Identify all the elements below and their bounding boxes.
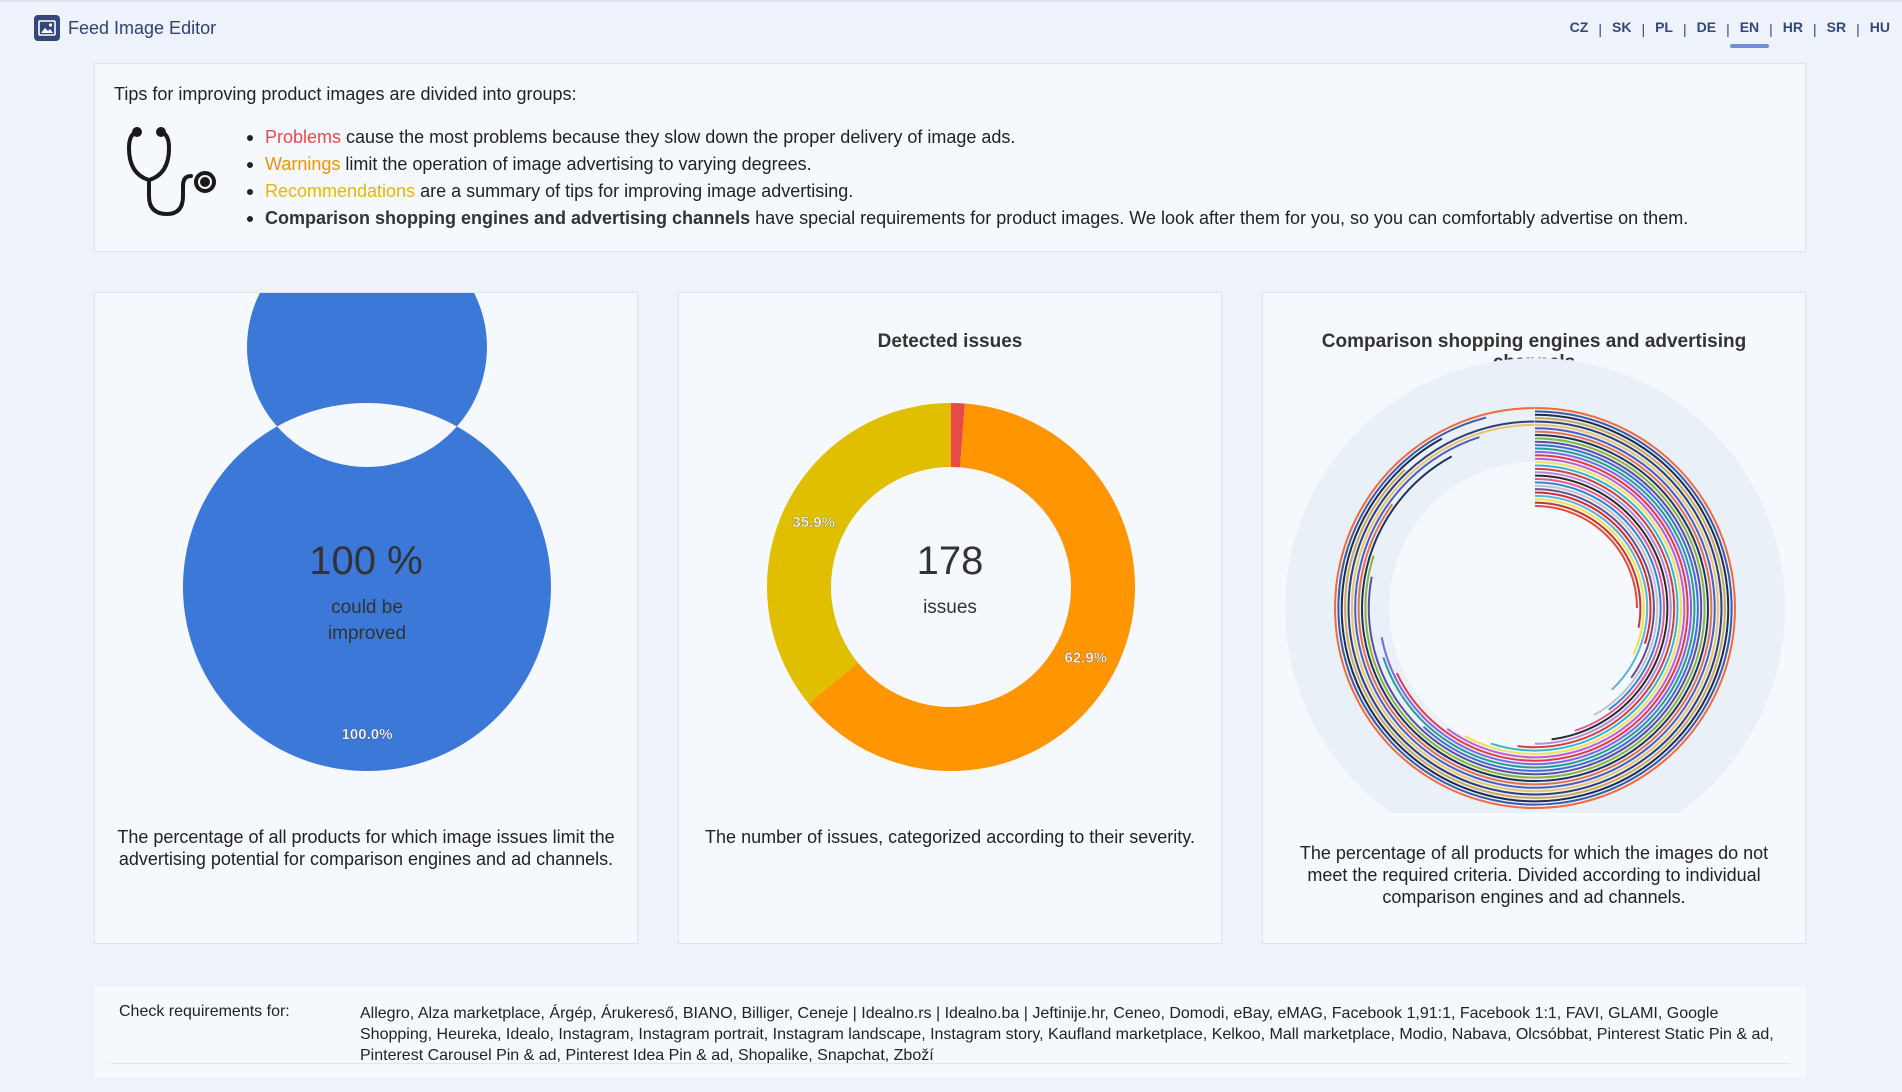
language-separator: | (1682, 21, 1687, 37)
tips-intro: Tips for improving product images are di… (114, 84, 577, 104)
channel-radial-bar[interactable] (1534, 491, 1652, 645)
donut-slice[interactable] (767, 403, 951, 704)
tip-text: limit the operation of image advertising… (340, 154, 812, 174)
overall-status-chart: 100.0% (183, 293, 551, 771)
channel-radial-bar[interactable] (1464, 461, 1682, 755)
language-sk[interactable]: SK (1611, 19, 1632, 35)
channels-description: The percentage of all products for which… (1299, 843, 1769, 907)
donut-slice[interactable] (951, 403, 965, 468)
language-separator: | (1856, 21, 1860, 37)
divider (110, 1063, 1790, 1064)
app-title: Feed Image Editor (68, 17, 217, 38)
channel-radial-bar[interactable] (1382, 447, 1696, 769)
channel-radial-bar[interactable] (1380, 450, 1693, 766)
channel-radial-bar[interactable] (1367, 440, 1703, 776)
channel-radial-bar[interactable] (1534, 477, 1665, 732)
channels-card: Comparison shopping engines and advertis… (1262, 292, 1806, 944)
channel-radial-bar[interactable] (1334, 407, 1736, 809)
issues-center-label: issues (923, 597, 977, 618)
issues-description: The number of issues, categorized accord… (705, 827, 1195, 847)
channel-radial-bar[interactable] (1354, 427, 1716, 789)
channel-radial-bar[interactable] (1347, 420, 1723, 796)
app-brand[interactable]: Feed Image Editor (34, 15, 216, 41)
channel-radial-bar[interactable] (1534, 474, 1669, 741)
tip-text: are a summary of tips for improving imag… (415, 181, 854, 201)
language-sr[interactable]: SR (1826, 19, 1847, 35)
channel-radial-bar[interactable] (1337, 410, 1733, 806)
detected-issues-title: Detected issues (877, 331, 1023, 352)
channel-radial-bar[interactable] (1357, 430, 1713, 786)
tip-item: Comparison shopping engines and advertis… (246, 205, 1689, 232)
channel-radial-bar[interactable] (1534, 471, 1672, 745)
language-cz[interactable]: CZ (1569, 19, 1589, 35)
slice-label: 100.0% (342, 726, 393, 743)
tip-text: cause the most problems because they slo… (341, 127, 1016, 147)
channel-radial-bar[interactable] (1364, 437, 1706, 779)
detected-issues-card: Detected issues 62.9% 35.9% 178 issues Th… (678, 292, 1222, 944)
language-hr[interactable]: HR (1782, 19, 1804, 35)
channel-radial-bar[interactable] (1534, 505, 1638, 609)
tips-panel: Tips for improving product images are di… (94, 63, 1806, 252)
chart-track (1285, 358, 1785, 813)
overall-status-card: Overall status 100.0% 100 % could be imp… (94, 292, 638, 944)
slice-label: 62.9% (1065, 649, 1108, 666)
channel-radial-bar[interactable] (1344, 417, 1726, 799)
top-bar: Feed Image Editor CZ | SK | PL | DE | EN | HR | SR | H… (0, 0, 1902, 52)
overall-description: The percentage of all products for which… (117, 827, 615, 869)
tip-item: Recommendations are a summary of tips fo… (246, 178, 1688, 205)
channels-chart (1285, 358, 1785, 813)
channel-radial-bar[interactable] (1490, 464, 1679, 752)
stethoscope-icon (126, 127, 216, 217)
channel-radial-bar[interactable] (1517, 467, 1676, 749)
tip-item: Warnings limit the operation of image ad… (246, 151, 1688, 178)
channel-radial-bar[interactable] (1534, 501, 1642, 628)
image-icon (34, 15, 60, 41)
channel-radial-bar[interactable] (1395, 454, 1689, 762)
issues-center-value: 178 (916, 539, 984, 583)
channel-radial-bar[interactable] (1534, 481, 1662, 711)
language-pl[interactable]: PL (1655, 19, 1673, 35)
overall-center-value: 100 % (309, 539, 423, 583)
channel-radial-bar[interactable] (1446, 457, 1686, 759)
language-hu[interactable]: HU (1869, 19, 1890, 35)
language-separator: | (1598, 21, 1602, 37)
language-separator: | (1726, 21, 1730, 37)
tip-item: Problems cause the most problems because… (246, 124, 1688, 151)
channel-radial-bar[interactable] (1422, 444, 1699, 772)
language-switcher: CZ | SK | PL | DE | EN | HR | SR | HU (1564, 18, 1896, 48)
language-separator: | (1813, 21, 1817, 37)
requirements-label: Check requirements for: (119, 1003, 290, 1020)
overall-center-label: could be improved (327, 597, 407, 644)
tip-text: have special requirements for product im… (750, 208, 1689, 228)
channel-radial-bar[interactable] (1534, 498, 1645, 655)
tip-keyword: Comparison shopping engines and advertis… (265, 208, 751, 228)
tip-keyword: Problems (265, 127, 342, 147)
language-en[interactable]: EN (1729, 18, 1770, 48)
channel-radial-bar[interactable] (1361, 434, 1709, 782)
requirements-panel: Check requirements for: Allegro, Alza ma… (94, 986, 1806, 1078)
tip-keyword: Recommendations (265, 181, 416, 201)
channel-radial-bar[interactable] (1534, 484, 1659, 717)
tips-list: Problems cause the most problems because… (246, 124, 1689, 232)
tip-keyword: Warnings (265, 154, 341, 174)
channel-radial-bar[interactable] (1350, 423, 1719, 793)
channel-radial-bar[interactable] (1340, 413, 1730, 803)
language-de[interactable]: DE (1696, 19, 1717, 35)
language-separator: | (1641, 21, 1646, 37)
detected-issues-chart: 62.9% 35.9% (767, 403, 1135, 771)
language-separator: | (1769, 21, 1773, 37)
channel-radial-bar[interactable] (1534, 494, 1649, 691)
donut-slice[interactable] (808, 403, 1135, 771)
channel-radial-bar[interactable] (1534, 488, 1655, 679)
requirements-channel-list[interactable]: Allegro, Alza marketplace, Árgép, Áruker… (360, 1005, 1774, 1064)
slice-label: 35.9% (792, 514, 835, 531)
donut-slice[interactable] (183, 293, 551, 771)
